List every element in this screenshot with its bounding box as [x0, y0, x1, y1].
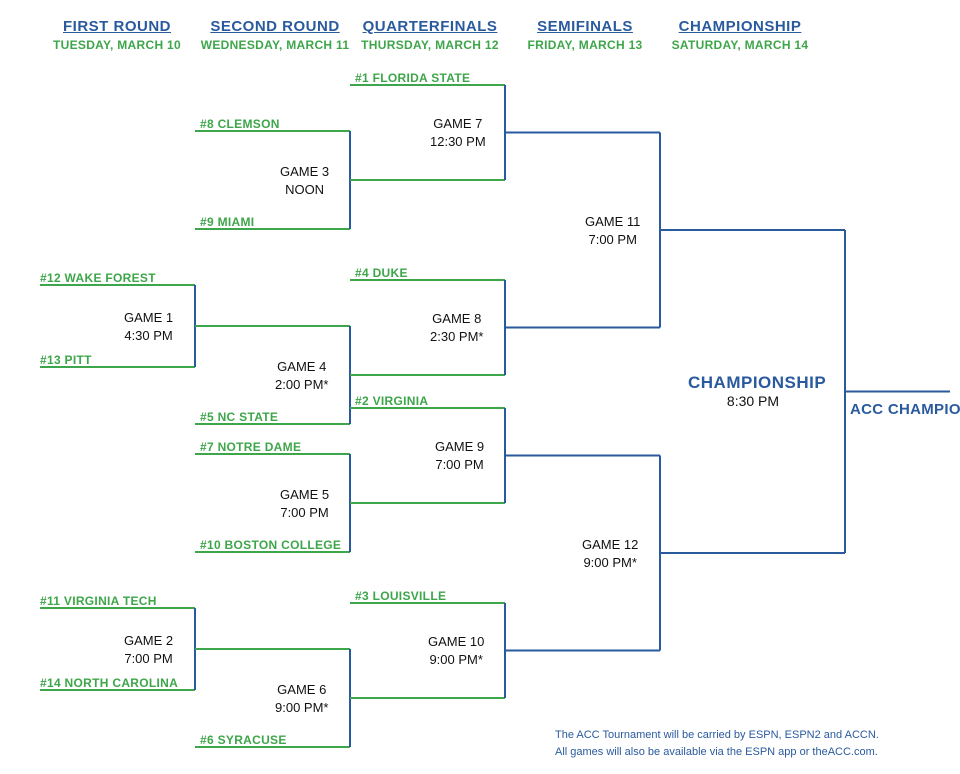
round-header-5: CHAMPIONSHIP SATURDAY, MARCH 14	[660, 18, 820, 52]
round-title: SEMIFINALS	[505, 18, 665, 35]
team-label: #3 LOUISVILLE	[355, 589, 446, 603]
footer-note: The ACC Tournament will be carried by ES…	[555, 727, 879, 760]
team-label: #8 CLEMSON	[200, 117, 280, 131]
round-header-1: FIRST ROUND TUESDAY, MARCH 10	[37, 18, 197, 52]
team-label: #5 NC STATE	[200, 410, 278, 424]
game-label: GAME 82:30 PM*	[430, 310, 483, 345]
round-date: SATURDAY, MARCH 14	[660, 38, 820, 52]
team-label: #13 PITT	[40, 353, 92, 367]
round-header-3: QUARTERFINALS THURSDAY, MARCH 12	[350, 18, 510, 52]
game-label: GAME 97:00 PM	[435, 438, 484, 473]
team-label: ACC CHAMPION	[850, 401, 960, 418]
footer-line-1: The ACC Tournament will be carried by ES…	[555, 727, 879, 744]
game-label: GAME 712:30 PM	[430, 115, 486, 150]
team-label: #12 WAKE FOREST	[40, 271, 156, 285]
game-label: GAME 14:30 PM	[124, 309, 173, 344]
team-label: #6 SYRACUSE	[200, 733, 287, 747]
team-label: #14 NORTH CAROLINA	[40, 676, 178, 690]
team-label: #4 DUKE	[355, 266, 408, 280]
team-label: #1 FLORIDA STATE	[355, 71, 470, 85]
round-header-2: SECOND ROUND WEDNESDAY, MARCH 11	[195, 18, 355, 52]
round-header-4: SEMIFINALS FRIDAY, MARCH 13	[505, 18, 665, 52]
game-label: GAME 57:00 PM	[280, 486, 329, 521]
game-label: GAME 129:00 PM*	[582, 536, 638, 571]
round-date: THURSDAY, MARCH 12	[350, 38, 510, 52]
game-label: GAME 3NOON	[280, 163, 329, 198]
footer-line-2: All games will also be available via the…	[555, 744, 879, 761]
team-label: #11 VIRGINIA TECH	[40, 594, 157, 608]
round-title: CHAMPIONSHIP	[660, 18, 820, 35]
round-date: FRIDAY, MARCH 13	[505, 38, 665, 52]
tournament-bracket: FIRST ROUND TUESDAY, MARCH 10 SECOND ROU…	[0, 0, 960, 774]
game-label: GAME 109:00 PM*	[428, 633, 484, 668]
game-label: GAME 27:00 PM	[124, 632, 173, 667]
round-date: TUESDAY, MARCH 10	[37, 38, 197, 52]
championship-time: 8:30 PM	[688, 393, 818, 409]
game-label: GAME 69:00 PM*	[275, 681, 328, 716]
round-title: QUARTERFINALS	[350, 18, 510, 35]
championship-title: CHAMPIONSHIP	[688, 373, 818, 393]
game-label: GAME 117:00 PM	[585, 213, 640, 248]
championship-game-label: CHAMPIONSHIP 8:30 PM	[688, 373, 818, 409]
team-label: #7 NOTRE DAME	[200, 440, 301, 454]
team-label: #10 BOSTON COLLEGE	[200, 538, 341, 552]
game-label: GAME 42:00 PM*	[275, 358, 328, 393]
round-title: SECOND ROUND	[195, 18, 355, 35]
round-date: WEDNESDAY, MARCH 11	[195, 38, 355, 52]
team-label: #9 MIAMI	[200, 215, 254, 229]
team-label: #2 VIRGINIA	[355, 394, 428, 408]
round-title: FIRST ROUND	[37, 18, 197, 35]
